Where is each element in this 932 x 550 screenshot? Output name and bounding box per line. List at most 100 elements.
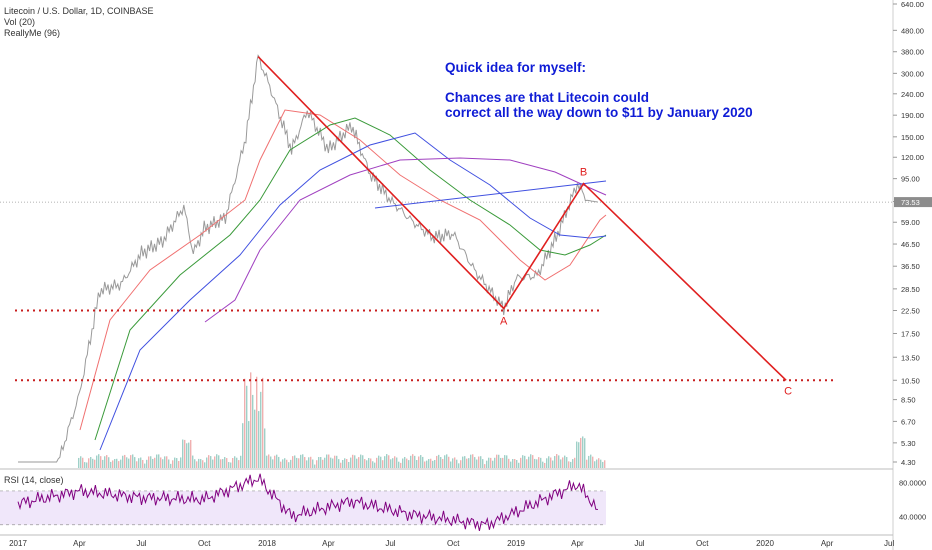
volume-bar [496,454,498,468]
annotation-line-1: Chances are that Litecoin could [445,90,650,105]
volume-bar [334,455,336,468]
volume-bar [146,459,148,468]
volume-bar [164,456,166,468]
volume-bar [452,458,454,468]
price-tick-label: 240.00 [901,90,924,99]
volume-bar [266,455,268,468]
volume-bar [518,462,520,468]
annotation-line-2: correct all the way down to $11 by Janua… [445,105,753,120]
volume-bar [218,455,220,468]
volume-bar [254,409,256,468]
volume-bar [356,458,358,468]
volume-bar [286,459,288,468]
volume-bar [576,441,578,468]
wave-label-b: B [580,167,587,179]
volume-bar [140,457,142,468]
trend-line [374,180,607,209]
volume-bar [516,460,518,468]
volume-bar [162,459,164,468]
indicator-legend[interactable]: ReallyMe (96) [4,28,61,38]
volume-bar [448,456,450,468]
volume-bar [368,457,370,468]
volume-bar [436,455,438,468]
time-tick-label: Jul [136,539,146,548]
volume-bar [372,461,374,468]
volume-bar [106,455,108,468]
volume-bar [478,456,480,468]
volume-bar [440,457,442,468]
volume-bar [154,457,156,468]
volume-bar [402,458,404,468]
volume-bar [336,455,338,468]
volume-bar [568,461,570,468]
volume-bar [504,455,506,468]
volume-bar [366,460,368,468]
price-series[interactable] [18,54,598,463]
volume-bar [202,460,204,468]
volume-bar [90,457,92,468]
rsi-legend[interactable]: RSI (14, close) [4,475,64,485]
volume-bar [578,442,580,468]
volume-bar [438,454,440,468]
volume-bar [512,459,514,468]
symbol-title[interactable]: Litecoin / U.S. Dollar, 1D, COINBASE [4,6,154,16]
volume-bar [582,436,584,468]
volume-bar [592,456,594,468]
volume-bar [304,457,306,468]
volume-bar [382,460,384,468]
price-tick-label: 6.70 [901,417,916,426]
volume-bar [412,454,414,468]
volume-bar [442,458,444,468]
volume-bar [556,454,558,468]
volume-bar [390,459,392,468]
volume-bar [294,455,296,468]
price-tick-label: 8.50 [901,396,916,405]
volume-bar [360,454,362,468]
volume-bar [134,457,136,468]
volume-bar [256,376,258,468]
volume-bar [274,455,276,468]
volume-bar [394,456,396,468]
volume-bar [174,457,176,468]
wave-label-c: C [784,385,792,397]
volume-bar [342,459,344,468]
abc-wave-line[interactable] [257,56,787,381]
price-tick-label: 150.00 [901,133,924,142]
volume-bar [220,459,222,468]
volume-bar [324,457,326,468]
volume-bar [194,459,196,468]
volume-bar [510,461,512,468]
volume-bar [144,463,146,468]
volume-bar [222,459,224,468]
rsi-series[interactable] [17,473,598,532]
volume-bar [240,455,242,468]
volume-bar [210,456,212,468]
volume-bar [430,458,432,468]
volume-bar [198,458,200,468]
time-tick-label: Oct [447,539,460,548]
volume-bar [422,456,424,468]
volume-bar [88,458,90,468]
volume-bar [330,457,332,468]
volume-bar [200,459,202,468]
volume-bar [328,454,330,468]
time-tick-label: 2018 [258,539,276,548]
volume-bar [172,460,174,468]
volume-bar [248,421,250,468]
volume-bar [444,455,446,468]
time-tick-label: Jul [634,539,644,548]
volume-bar [152,458,154,468]
volume-bar [282,459,284,468]
volume-bar [184,439,186,468]
volume-bar [176,458,178,468]
volume-bar [168,459,170,468]
volume-bar [428,459,430,468]
volume-legend[interactable]: Vol (20) [4,17,36,27]
volume-bar [514,458,516,468]
volume-bar [182,439,184,468]
volume-bar [166,456,168,468]
volume-bar [192,455,194,468]
volume-bar [318,457,320,468]
volume-bar [352,454,354,468]
